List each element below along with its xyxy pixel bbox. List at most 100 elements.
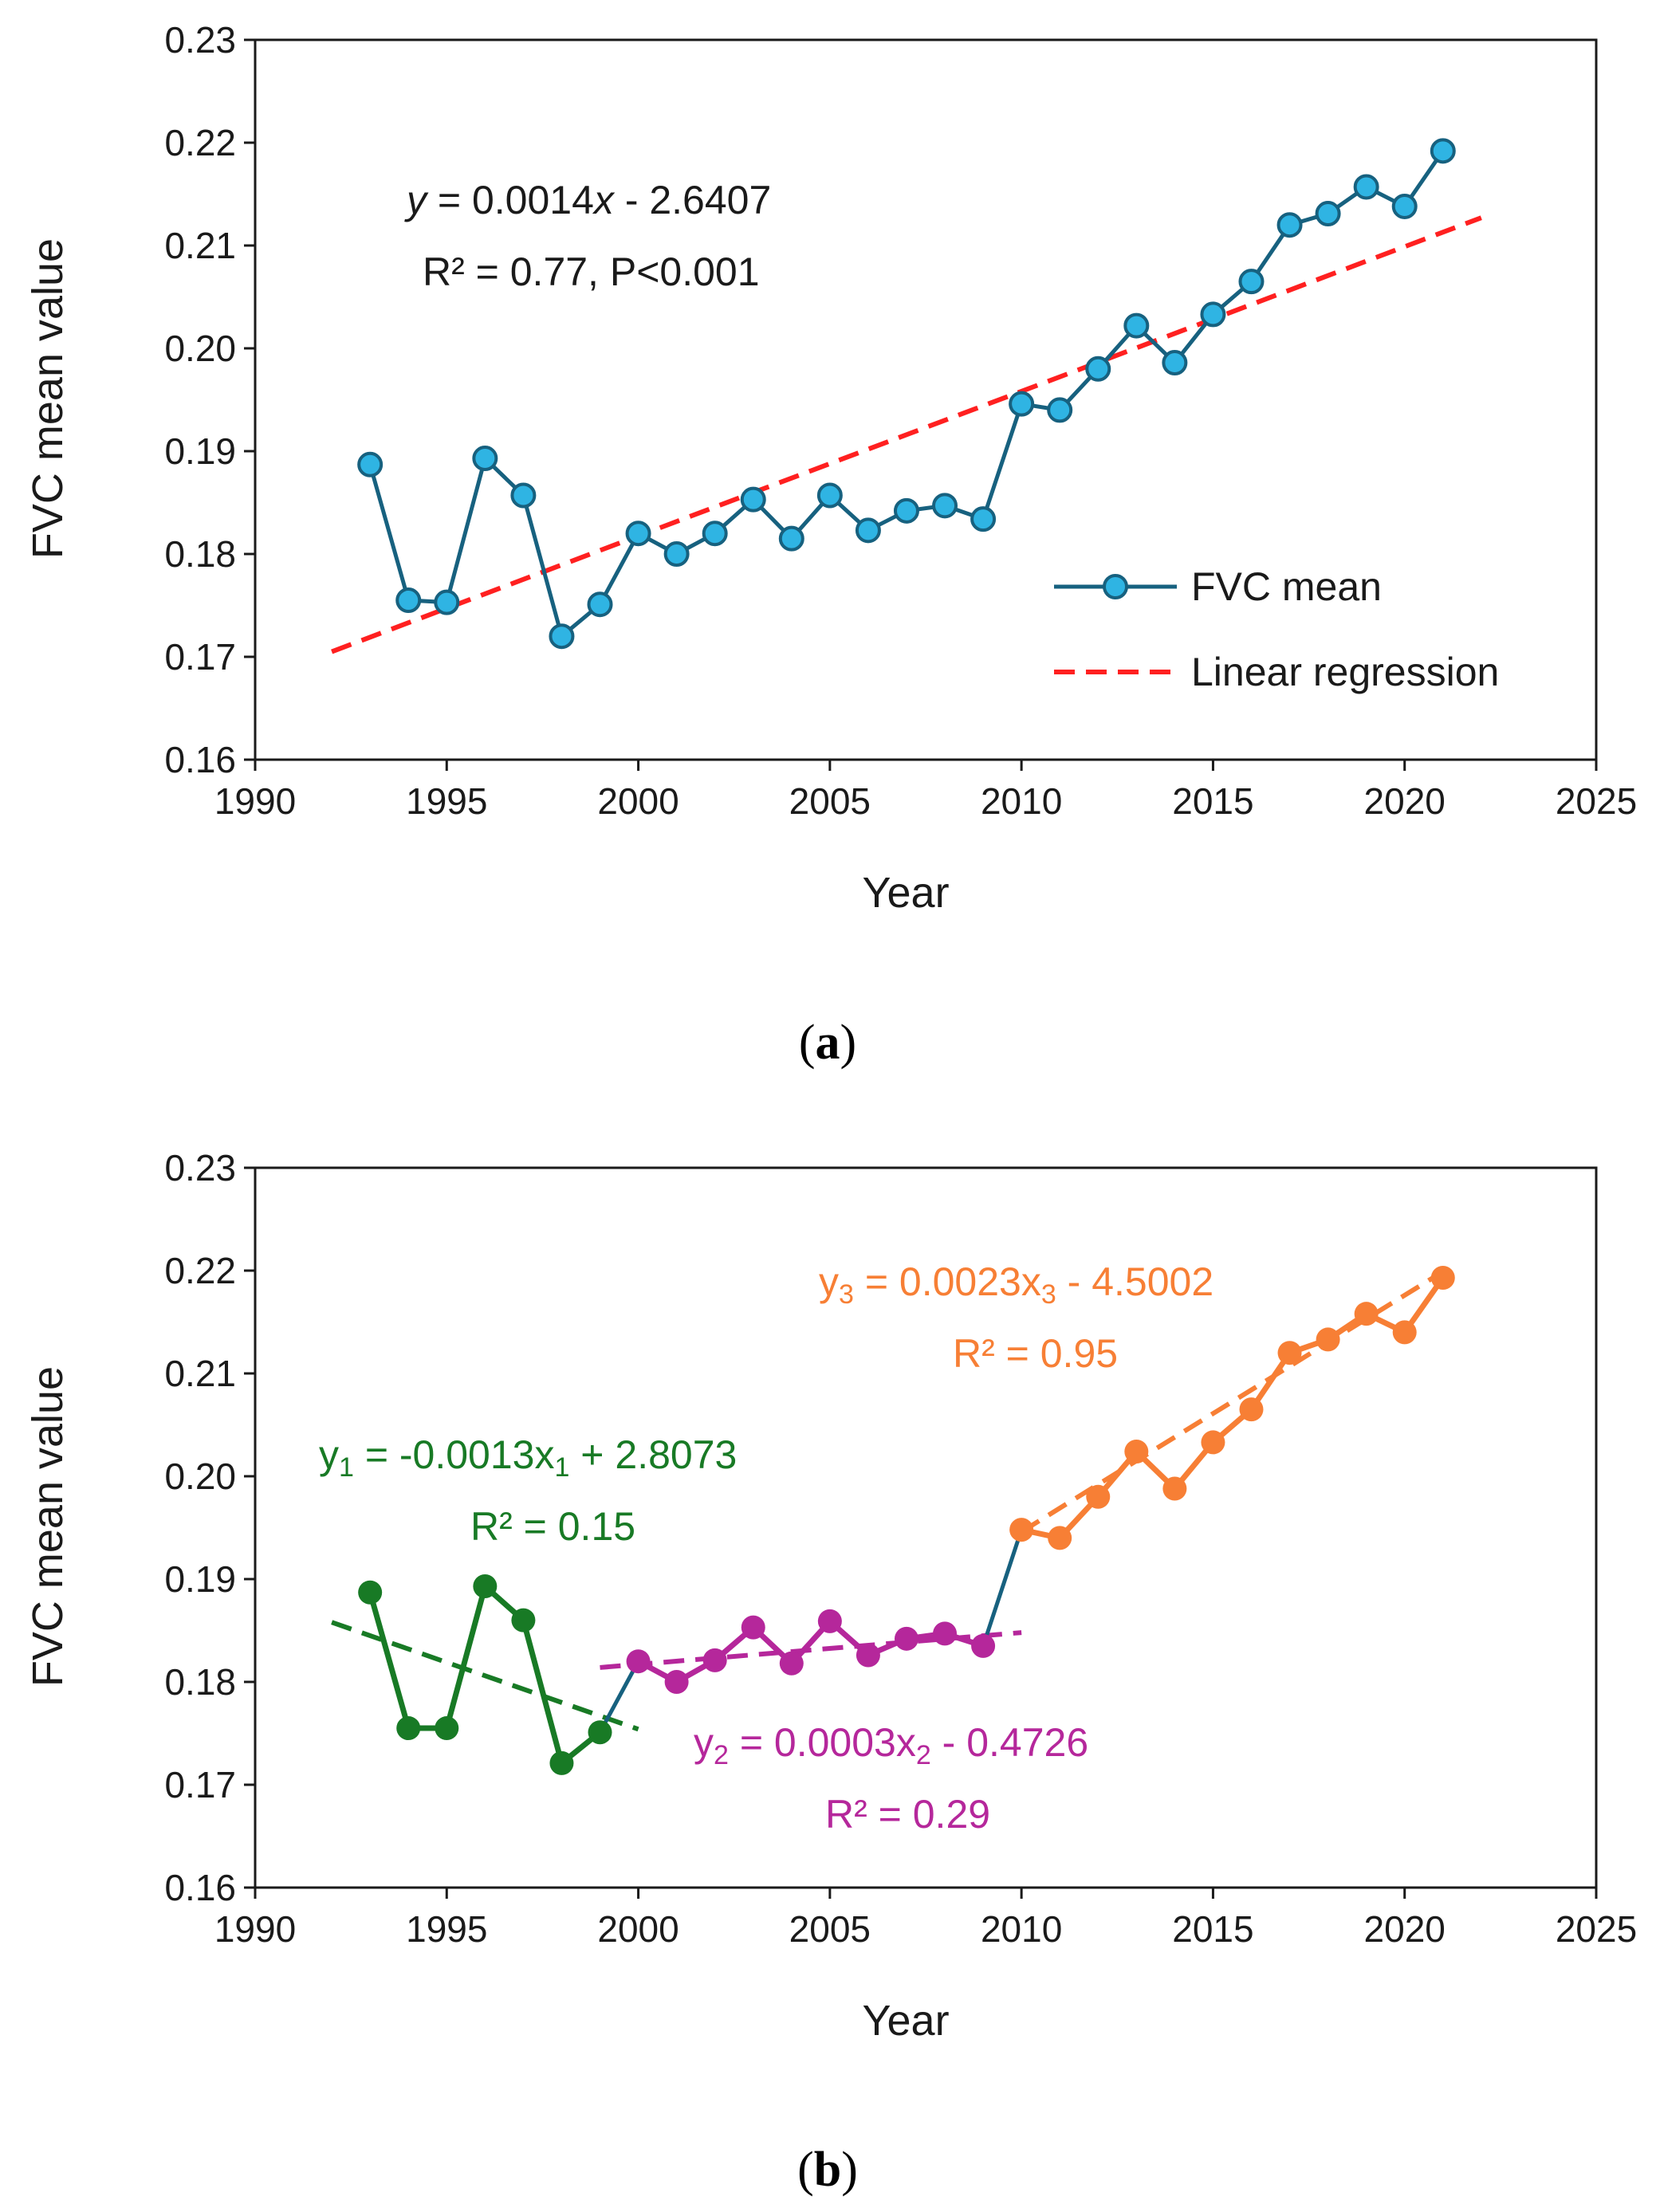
y-tick-label-a: 0.19 bbox=[164, 430, 236, 472]
y-axis-ticks-b: 0.16 0.17 0.18 0.19 0.20 0.21 0.22 0.23 bbox=[164, 1147, 255, 1908]
y-tick-label-a: 0.17 bbox=[164, 636, 236, 678]
legend-label-fvc-mean: FVC mean bbox=[1191, 564, 1382, 609]
fvc-mean-point bbox=[663, 541, 690, 567]
period-3-line bbox=[1021, 1276, 1446, 1541]
fvc-mean-point bbox=[702, 521, 728, 547]
x-axis-ticks-b: 1990 1995 2000 2005 2010 2015 2020 2025 bbox=[214, 1888, 1637, 1950]
period-connector bbox=[981, 1529, 1024, 1647]
fvc-mean-point bbox=[357, 451, 384, 477]
period-3-point bbox=[1316, 1327, 1340, 1352]
fvc-mean-point bbox=[1162, 350, 1188, 376]
trend-line-period-1 bbox=[331, 1620, 639, 1732]
fvc-mean-point bbox=[740, 486, 766, 513]
fvc-mean-point bbox=[970, 506, 997, 532]
fvc-mean-point bbox=[1238, 269, 1265, 295]
period-2-point bbox=[856, 1643, 880, 1668]
x-tick-label-b: 2025 bbox=[1556, 1908, 1637, 1950]
equation-period-3: y3 = 0.0023x3 - 4.5002 bbox=[819, 1259, 1213, 1310]
x-tick-label-a: 2015 bbox=[1172, 780, 1253, 822]
x-tick-label-a: 2010 bbox=[981, 780, 1062, 822]
period-3-point bbox=[1239, 1397, 1264, 1422]
y-tick-label-b: 0.22 bbox=[164, 1250, 236, 1291]
period-1-point bbox=[435, 1716, 459, 1741]
period-3-point bbox=[1124, 1440, 1149, 1464]
equation-a: y = 0.0014x - 2.6407 bbox=[404, 178, 771, 222]
fvc-mean-point bbox=[893, 497, 919, 524]
period-1-point bbox=[396, 1716, 421, 1741]
regression-line-a bbox=[331, 215, 1482, 654]
period-1-point bbox=[358, 1580, 383, 1605]
fvc-mean-point bbox=[816, 482, 843, 509]
y-tick-label-a: 0.18 bbox=[164, 533, 236, 575]
legend-label-linear-regression: Linear regression bbox=[1191, 650, 1499, 694]
period-1-point bbox=[588, 1720, 612, 1745]
linear-regression-line bbox=[331, 215, 1482, 654]
fvc-mean-point bbox=[1353, 174, 1379, 200]
period-2-point bbox=[626, 1649, 651, 1674]
x-tick-label-a: 1990 bbox=[214, 780, 296, 822]
x-tick-label-b: 2010 bbox=[981, 1908, 1062, 1950]
period-3-point bbox=[1277, 1341, 1302, 1365]
fvc-mean-point bbox=[587, 591, 613, 618]
fvc-mean-point bbox=[434, 589, 460, 615]
period-1-point bbox=[511, 1608, 536, 1632]
r2-period-3: R² = 0.95 bbox=[953, 1331, 1118, 1376]
period-connector bbox=[598, 1660, 640, 1734]
y-tick-label-a: 0.21 bbox=[164, 225, 236, 266]
x-tick-label-a: 2025 bbox=[1556, 780, 1637, 822]
fvc-mean-point bbox=[510, 482, 537, 509]
fvc-mean-point bbox=[855, 517, 881, 544]
panel-label-b: (b) bbox=[797, 2143, 858, 2197]
period-2-point bbox=[664, 1670, 689, 1694]
fvc-mean-point bbox=[1123, 312, 1150, 339]
fvc-mean-point bbox=[549, 623, 575, 650]
x-tick-label-b: 1990 bbox=[214, 1908, 296, 1950]
fvc-mean-point bbox=[1200, 301, 1226, 328]
legend-a: FVC mean Linear regression bbox=[1054, 564, 1499, 694]
period-2-point bbox=[817, 1609, 842, 1633]
y-tick-label-a: 0.20 bbox=[164, 328, 236, 369]
x-tick-label-a: 2000 bbox=[597, 780, 679, 822]
legend-marker-fvc-mean bbox=[1103, 574, 1128, 599]
y-tick-label-a: 0.16 bbox=[164, 739, 236, 780]
y-tick-label-b: 0.19 bbox=[164, 1558, 236, 1600]
y-tick-label-b: 0.17 bbox=[164, 1764, 236, 1805]
fvc-mean-point bbox=[1391, 193, 1418, 219]
r2-period-1: R² = 0.15 bbox=[470, 1504, 635, 1549]
period-2-point bbox=[933, 1621, 958, 1646]
fvc-mean-point bbox=[1430, 138, 1456, 164]
period-2-line bbox=[636, 1618, 985, 1685]
fvc-mean-point bbox=[778, 525, 804, 552]
x-tick-label-a: 2020 bbox=[1364, 780, 1446, 822]
plot-frame-b bbox=[254, 1166, 1598, 1889]
fvc-mean-point bbox=[1276, 212, 1303, 238]
period-3-point bbox=[1162, 1476, 1187, 1501]
x-axis-label-a: Year bbox=[862, 869, 949, 917]
period-2-point bbox=[741, 1615, 765, 1640]
y-tick-label-b: 0.21 bbox=[164, 1353, 236, 1394]
fvc-mean-point bbox=[395, 587, 422, 614]
x-axis-ticks-a: 1990 1995 2000 2005 2010 2015 2020 2025 bbox=[214, 760, 1637, 822]
period-3-point bbox=[1201, 1430, 1225, 1455]
fvc-mean-point bbox=[472, 446, 498, 472]
period-3-point bbox=[1354, 1302, 1379, 1326]
equation-period-2: y2 = 0.0003x2 - 0.4726 bbox=[694, 1720, 1088, 1770]
r2-period-2: R² = 0.29 bbox=[825, 1792, 990, 1837]
period-2-point bbox=[702, 1648, 727, 1672]
y-axis-ticks-a: 0.16 0.17 0.18 0.19 0.20 0.21 0.22 0.23 bbox=[164, 19, 255, 780]
y-axis-label-b: FVC mean value bbox=[24, 1366, 72, 1687]
fvc-mean-point bbox=[625, 521, 651, 547]
period-series-b bbox=[358, 1266, 1455, 1775]
period-2-point bbox=[971, 1633, 996, 1658]
period-3-point bbox=[1392, 1320, 1417, 1345]
y-tick-label-b: 0.16 bbox=[164, 1867, 236, 1908]
period-3-point bbox=[1048, 1526, 1072, 1550]
plot-frame-a bbox=[254, 38, 1598, 761]
panel-b: 0.160.170.180.190.200.210.220.23 1990 199… bbox=[24, 1147, 1637, 2197]
period-2-point bbox=[894, 1626, 918, 1651]
r2-annotation-a: R² = 0.77, P<0.001 bbox=[423, 249, 760, 294]
y-tick-label-a: 0.23 bbox=[164, 19, 236, 61]
fvc-mean-point bbox=[932, 493, 958, 519]
fvc-mean-point bbox=[1047, 397, 1073, 423]
